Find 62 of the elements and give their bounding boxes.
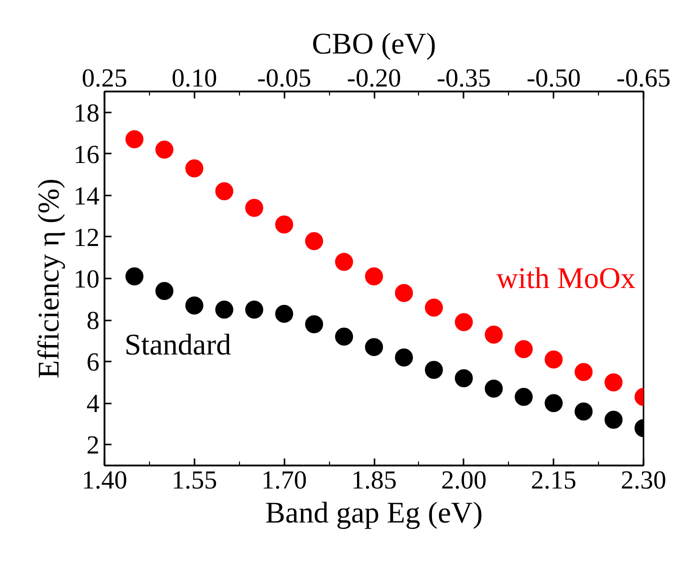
point [365, 267, 383, 286]
y-tick-label: 8 [86, 306, 100, 336]
point [454, 369, 473, 388]
y-tick-label: 2 [86, 430, 100, 460]
x-tick-label: 1.70 [261, 466, 307, 494]
point [275, 304, 294, 323]
point [155, 140, 174, 159]
point [424, 298, 443, 317]
y-tick-label: 4 [86, 389, 100, 418]
y-tick-label: 12 [74, 222, 100, 252]
y-tick-label: 10 [74, 264, 100, 294]
point [335, 252, 354, 271]
point [245, 300, 264, 319]
x-tick-label: 1.40 [82, 466, 128, 494]
point [484, 380, 503, 398]
point [215, 182, 234, 200]
x-tick-label: 1.85 [351, 466, 397, 494]
point [424, 360, 443, 379]
point [125, 267, 144, 286]
point [544, 394, 563, 412]
point [514, 340, 533, 358]
point [125, 130, 144, 148]
x2-tick-label: 0.25 [82, 64, 128, 92]
x2-tick-label: -0.20 [346, 64, 402, 92]
point [365, 338, 383, 356]
point [155, 282, 174, 300]
point [394, 348, 413, 366]
y-tick-label: 18 [74, 98, 100, 128]
point [574, 402, 593, 420]
point [215, 300, 234, 319]
x2-tick-label: 0.10 [172, 64, 218, 92]
point [305, 232, 324, 250]
y-tick-label: 16 [74, 140, 100, 169]
x-axis-title: Band gap Eg (eV) [265, 496, 483, 530]
x2-tick-label: -0.65 [616, 64, 671, 92]
point [275, 215, 294, 234]
x2-tick-label: -0.35 [436, 64, 491, 92]
y-axis-title: Efficiency η (%) [32, 178, 66, 379]
point [335, 328, 354, 346]
point [245, 198, 264, 217]
x-tick-label: 2.30 [620, 466, 666, 494]
point [544, 350, 563, 369]
point [574, 363, 593, 381]
point [514, 388, 533, 406]
x2-tick-label: -0.05 [257, 64, 312, 92]
point [484, 326, 503, 344]
x-tick-label: 2.00 [441, 466, 487, 494]
x-tick-label: 1.55 [172, 466, 218, 494]
point [394, 284, 413, 302]
series-label: with MoOx [496, 262, 636, 295]
x2-tick-label: -0.50 [526, 64, 581, 92]
x2-axis-title: CBO (eV) [312, 28, 436, 60]
y-tick-label: 14 [74, 181, 100, 210]
x-tick-label: 2.15 [530, 466, 576, 494]
point [454, 313, 473, 332]
point [185, 159, 204, 178]
point [305, 315, 324, 334]
y-tick-label: 6 [86, 348, 100, 377]
point [604, 373, 623, 392]
point [604, 410, 623, 429]
point [185, 296, 204, 314]
series-label: Standard [124, 328, 232, 362]
